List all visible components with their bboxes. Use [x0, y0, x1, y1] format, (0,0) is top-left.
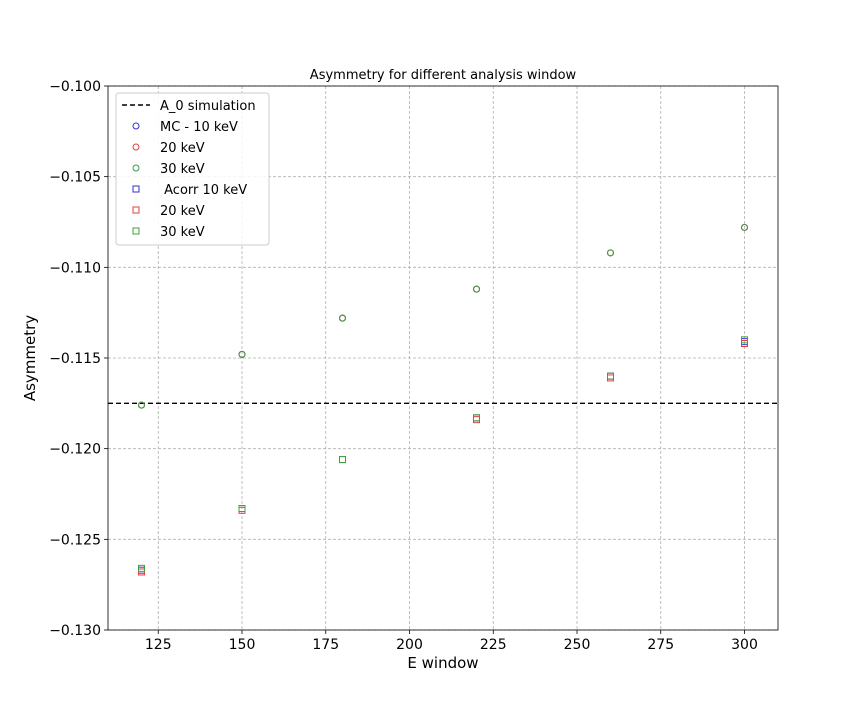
circle-marker [473, 285, 480, 293]
y-tick-label: −0.100 [49, 79, 101, 95]
y-tick-label: −0.125 [49, 532, 101, 548]
legend-marker-swatch [132, 206, 140, 214]
circle-marker [339, 314, 346, 322]
legend: A_0 simulation MC - 10 keV 20 keV 30 keV Ac… [115, 92, 270, 246]
legend-label: 20 keV [160, 141, 205, 156]
y-tick-label: −0.115 [49, 351, 101, 367]
legend-label: A_0 simulation [160, 99, 256, 114]
legend-marker-swatch [132, 143, 140, 151]
legend-marker-swatch [132, 185, 140, 193]
x-axis-label: E window [407, 654, 478, 672]
circle-marker [138, 401, 145, 409]
y-tick-label: −0.110 [49, 260, 101, 276]
circle-marker [607, 249, 614, 257]
x-tick-label: 250 [564, 637, 591, 653]
square-marker [339, 456, 346, 464]
legend-label: 30 keV [160, 162, 205, 177]
square-marker [741, 339, 748, 347]
x-ticks: 125 150 175 200 225 250 275 300 [145, 630, 758, 653]
x-tick-label: 125 [145, 637, 172, 653]
legend-marker-swatch [132, 122, 140, 130]
square-marker [238, 505, 246, 513]
x-tick-label: 275 [647, 637, 674, 653]
square-marker [138, 568, 145, 576]
y-tick-label: −0.105 [49, 170, 101, 186]
legend-label: Acorr 10 keV [160, 183, 247, 198]
legend-label: 20 keV [160, 204, 205, 219]
markers [138, 223, 748, 576]
legend-label: 30 keV [160, 225, 205, 240]
square-marker [138, 564, 145, 572]
chart-title: Asymmetry for different analysis window [310, 68, 577, 83]
x-tick-label: 175 [312, 637, 339, 653]
x-tick-label: 200 [396, 637, 423, 653]
square-marker [473, 414, 480, 422]
circle-marker [741, 223, 748, 231]
y-tick-label: −0.120 [49, 442, 101, 458]
x-tick-label: 150 [229, 637, 256, 653]
y-tick-label: −0.130 [49, 623, 101, 639]
legend-marker-swatch [132, 164, 140, 172]
y-ticks: −0.130 −0.125 −0.120 −0.115 −0.110 −0.105 −0.1… [49, 79, 108, 639]
legend-marker-swatch [132, 227, 140, 235]
legend-label: MC - 10 keV [160, 120, 238, 135]
x-tick-label: 225 [480, 637, 507, 653]
square-marker [607, 372, 614, 380]
legend-box [115, 92, 270, 246]
y-axis-label: Asymmetry [21, 315, 39, 401]
square-marker [741, 336, 748, 344]
circle-marker [238, 350, 246, 358]
x-tick-label: 300 [731, 637, 758, 653]
